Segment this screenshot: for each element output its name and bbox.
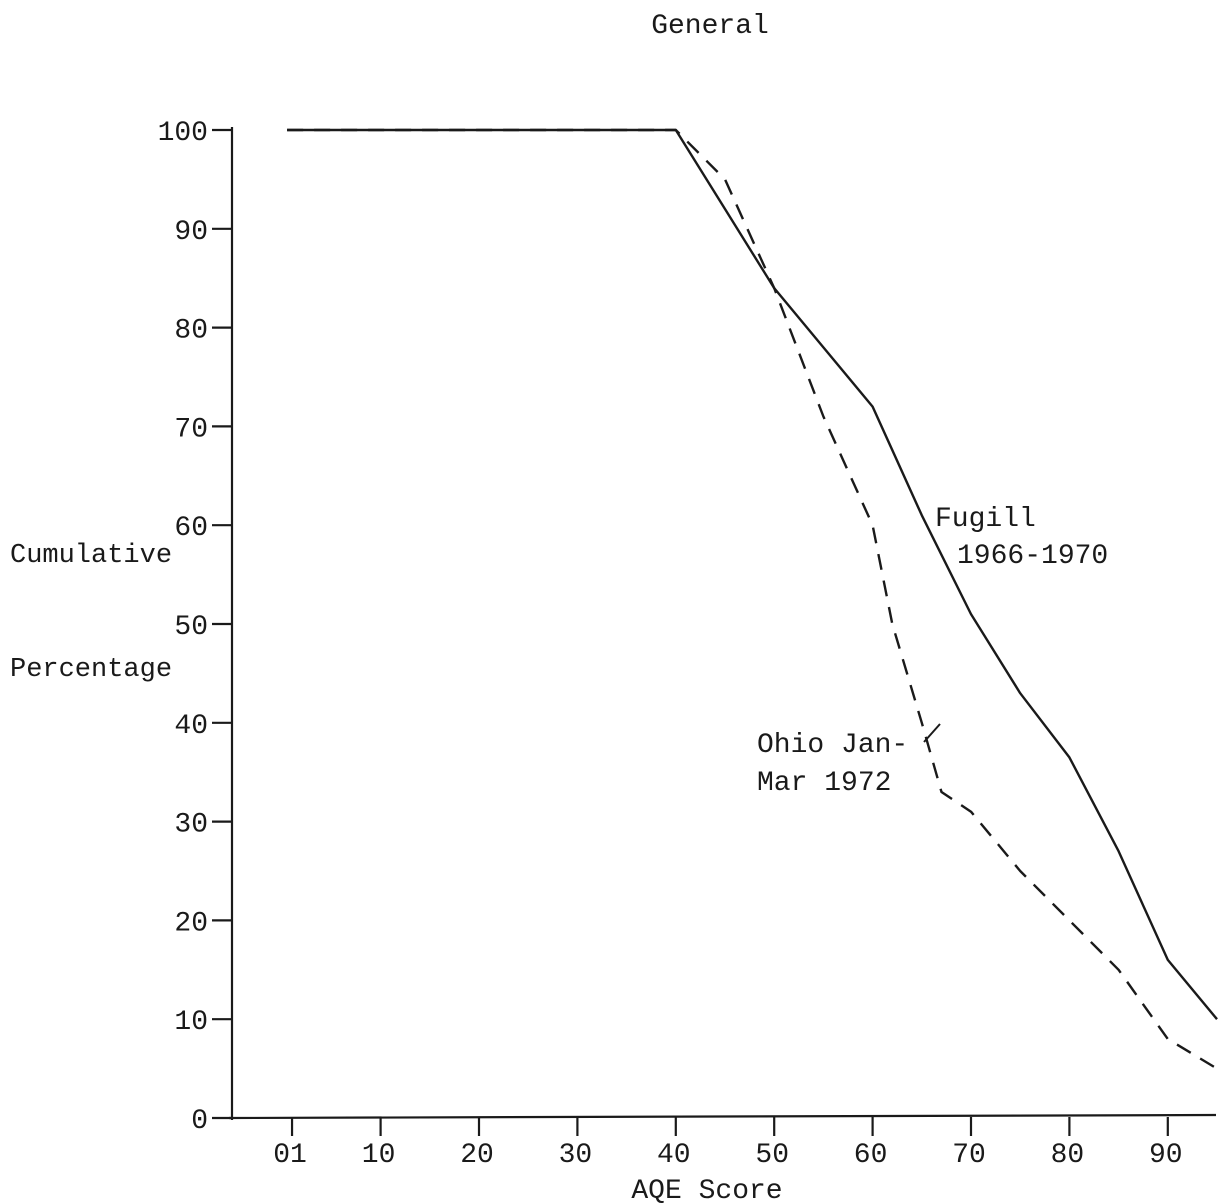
y-ticks: 0 10 20 30 40 50 60 70 80 90 100 <box>158 118 232 1137</box>
y-tick-label: 20 <box>174 908 208 939</box>
fugill-label-line1: Fugill <box>935 504 1036 535</box>
y-tick-label: 40 <box>174 711 208 742</box>
y-tick-label: 50 <box>174 612 208 643</box>
x-tick-label: 10 <box>362 1140 396 1171</box>
y-tick-label: 100 <box>158 118 208 149</box>
ohio-label-leader <box>923 723 941 743</box>
x-axis <box>228 1113 1217 1120</box>
y-tick-label: 70 <box>174 414 208 445</box>
x-axis-label: AQE Score <box>631 1176 782 1203</box>
y-axis-label-line1: Cumulative <box>10 541 172 571</box>
x-tick-label: 90 <box>1149 1140 1183 1171</box>
y-tick-label: 60 <box>174 513 208 544</box>
y-axis-label-line2: Percentage <box>10 655 172 685</box>
series-line-fugill <box>287 128 1218 1020</box>
series-layer <box>287 128 1218 1070</box>
y-tick-label: 80 <box>174 316 208 347</box>
y-tick-label: 90 <box>174 217 208 248</box>
x-tick-label: 20 <box>460 1140 494 1171</box>
x-tick-label: 80 <box>1051 1140 1085 1171</box>
x-tick-label: 70 <box>952 1140 986 1171</box>
x-tick-label: 40 <box>657 1140 691 1171</box>
y-tick-label: 30 <box>174 810 208 841</box>
x-tick-label: 50 <box>755 1140 789 1171</box>
fugill-label-line2: 1966-1970 <box>957 541 1108 572</box>
y-tick-label: 0 <box>191 1106 208 1137</box>
x-tick-label: 01 <box>273 1140 307 1171</box>
x-tick-label: 60 <box>854 1140 888 1171</box>
y-tick-label: 10 <box>174 1007 208 1038</box>
x-tick-label: 30 <box>559 1140 593 1171</box>
ohio-label-line2: Mar 1972 <box>757 768 891 799</box>
series-line-ohio <box>287 128 1218 1070</box>
chart-title: General <box>651 11 769 42</box>
x-axis-line <box>228 1113 1217 1120</box>
x-ticks: 01 10 20 30 40 50 60 70 80 90 <box>273 1117 1183 1171</box>
ohio-label-line1: Ohio Jan- <box>757 730 908 761</box>
